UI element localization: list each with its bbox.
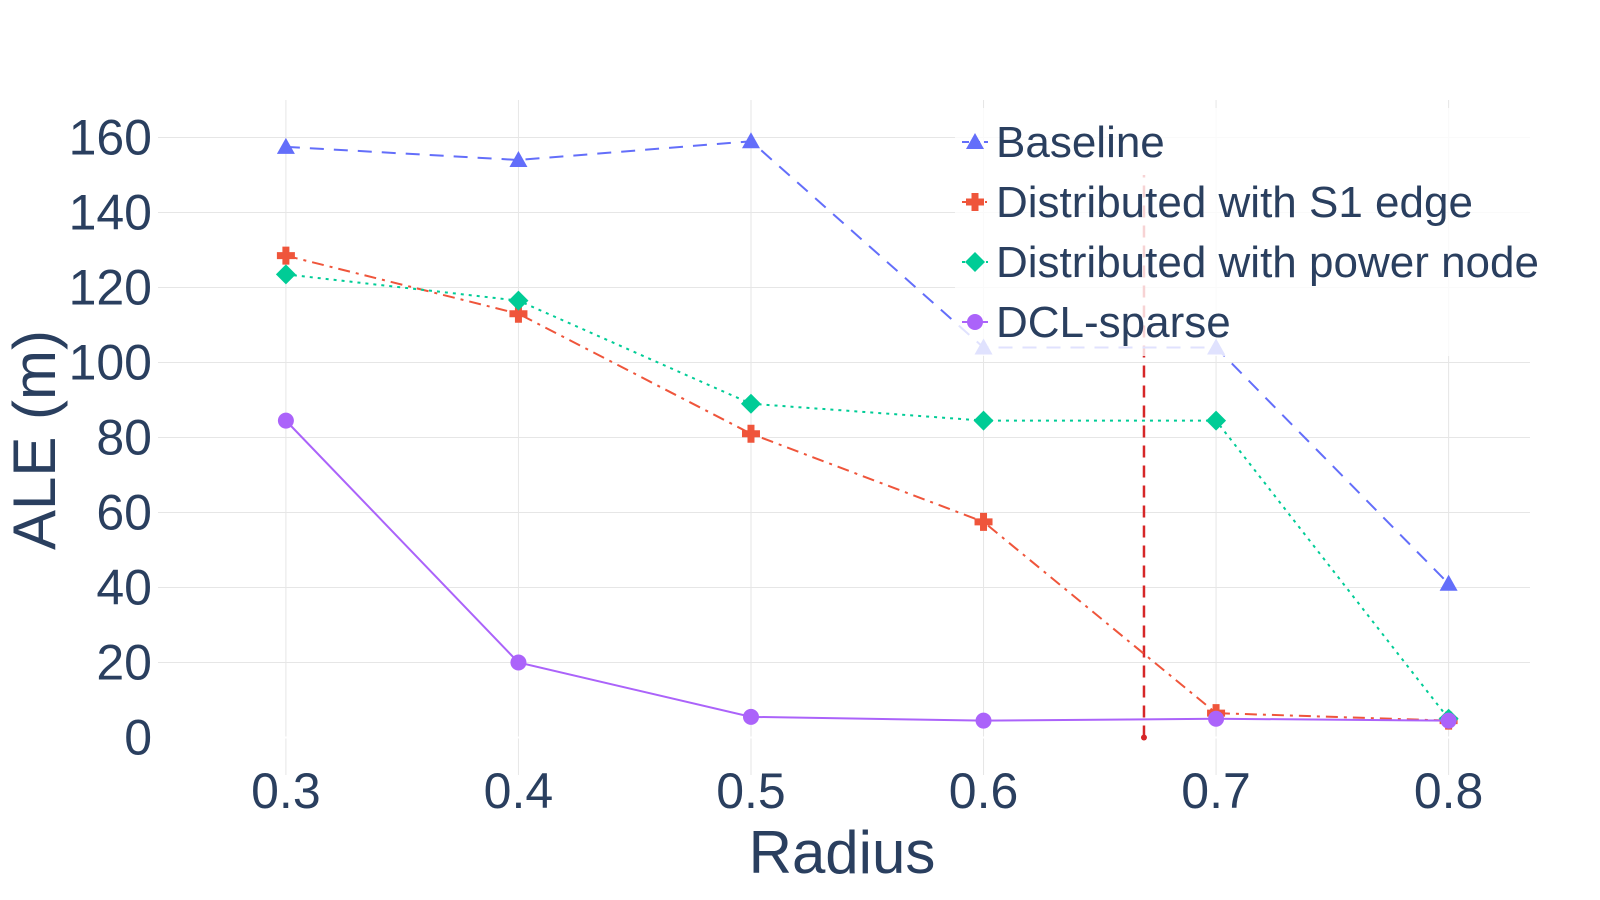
threshold-vline-end <box>1140 734 1147 741</box>
x-tick-label: 0.3 <box>251 763 321 819</box>
series-line <box>285 254 1449 722</box>
data-point <box>508 290 529 311</box>
y-tick-label: 20 <box>96 635 152 691</box>
legend-item: Baseline <box>962 118 1165 167</box>
series-distributed-with-power-node <box>275 264 1459 729</box>
legend-label: DCL-sparse <box>996 298 1231 347</box>
data-point <box>1440 712 1457 729</box>
data-point <box>974 512 993 531</box>
data-point <box>277 412 294 429</box>
legend-marker <box>966 133 984 149</box>
y-axis-title: ALE (m) <box>1 330 68 550</box>
y-tick-label: 140 <box>69 185 152 241</box>
y-tick-label: 60 <box>96 485 152 541</box>
series-line <box>285 419 1449 722</box>
legend-label: Distributed with power node <box>996 238 1539 287</box>
legend-marker <box>967 314 983 330</box>
x-tick-label: 0.6 <box>949 763 1019 819</box>
legend-marker <box>966 193 984 211</box>
data-point <box>741 132 760 149</box>
legend-item: Distributed with power node <box>962 238 1539 287</box>
legend: Baseline Distributed with S1 edge Distribu… <box>955 108 1540 356</box>
y-tick-label: 120 <box>69 260 152 316</box>
data-point <box>275 264 296 285</box>
x-tick-label: 0.8 <box>1414 763 1484 819</box>
legend-marker <box>965 252 985 272</box>
x-axis-title: Radius <box>749 819 936 886</box>
y-axis-ticks: 0 20 40 60 80 100 120 140 160 <box>69 110 152 766</box>
data-point <box>741 424 760 443</box>
series-line <box>285 273 1450 720</box>
legend-item: Distributed with S1 edge <box>962 178 1473 227</box>
x-tick-label: 0.4 <box>484 763 554 819</box>
y-tick-label: 100 <box>69 335 152 391</box>
data-point <box>740 393 761 414</box>
y-tick-label: 0 <box>124 710 152 766</box>
y-tick-label: 40 <box>96 560 152 616</box>
legend-label: Distributed with S1 edge <box>996 178 1473 227</box>
legend-label: Baseline <box>996 118 1165 167</box>
data-point <box>742 708 759 725</box>
data-point <box>509 151 528 167</box>
data-point <box>1208 710 1225 727</box>
data-point <box>1439 574 1458 591</box>
data-point <box>1206 410 1227 431</box>
x-tick-label: 0.7 <box>1181 763 1251 819</box>
legend-background <box>955 108 1540 356</box>
series-dcl-sparse <box>277 412 1457 729</box>
data-point <box>973 410 994 431</box>
data-point <box>975 712 992 729</box>
x-axis-ticks: 0.3 0.4 0.5 0.6 0.7 0.8 <box>251 763 1483 819</box>
x-tick-label: 0.5 <box>716 763 786 819</box>
data-point <box>510 654 527 671</box>
series-line <box>285 140 1450 585</box>
data-point <box>276 137 295 154</box>
data-point <box>509 304 528 323</box>
y-tick-label: 80 <box>96 410 152 466</box>
legend-item: DCL-sparse <box>962 298 1231 347</box>
y-tick-label: 160 <box>69 110 152 166</box>
data-point <box>276 246 295 265</box>
